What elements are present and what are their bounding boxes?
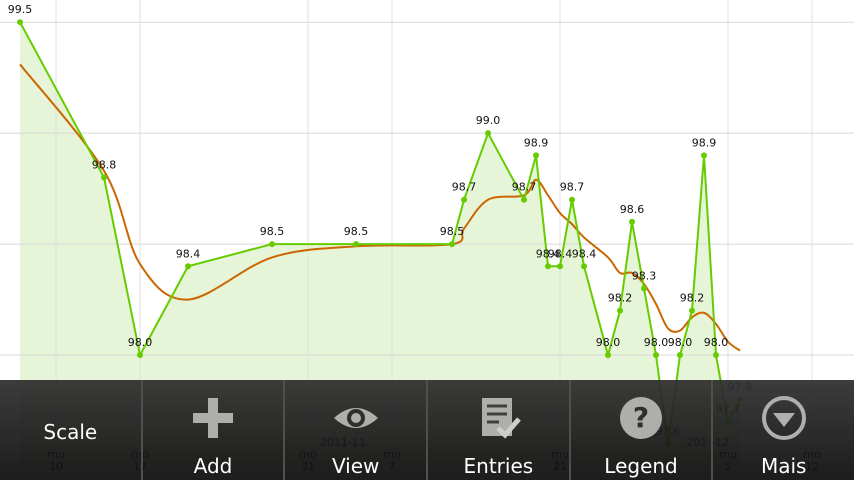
menu-label: Add [193, 454, 233, 478]
value-label: 98.4 [572, 247, 597, 260]
data-point [461, 196, 468, 203]
data-point [581, 263, 588, 270]
menu-label: View [331, 454, 380, 478]
data-point [185, 263, 192, 270]
data-point [617, 307, 624, 314]
data-point [641, 285, 648, 292]
data-point [17, 19, 24, 26]
data-point [545, 263, 552, 270]
value-label: 98.0 [596, 336, 621, 349]
value-label: 98.4 [548, 247, 573, 260]
menu-item[interactable]: ? Legend [568, 380, 712, 480]
value-label: 98.6 [620, 203, 645, 216]
value-label: 98.4 [536, 247, 561, 260]
data-point [449, 241, 456, 248]
menu-item[interactable]: Scale [0, 380, 141, 480]
data-point [101, 174, 108, 181]
menu-label: Entries [463, 454, 534, 478]
value-label: 98.5 [344, 225, 369, 238]
data-point [629, 218, 636, 225]
value-label: 98.0 [704, 336, 729, 349]
menu-label: Scale [43, 420, 98, 444]
data-point [353, 241, 360, 248]
value-label: 98.0 [644, 336, 669, 349]
value-label: 98.7 [512, 181, 537, 194]
add-icon [193, 398, 233, 438]
data-point [137, 352, 144, 359]
data-point [521, 196, 528, 203]
value-label: 98.9 [524, 136, 549, 149]
value-label: 98.0 [668, 336, 693, 349]
data-point [605, 352, 612, 359]
menu-item[interactable]: View [283, 380, 426, 480]
svg-text:?: ? [633, 401, 649, 434]
data-point [701, 152, 708, 159]
value-label: 98.8 [92, 159, 117, 172]
value-label: 98.2 [680, 292, 705, 305]
data-point [569, 196, 576, 203]
trend-line [19, 63, 741, 352]
entries-icon [482, 398, 522, 439]
menu-item[interactable]: Add [140, 380, 284, 480]
value-label: 99.5 [8, 3, 33, 16]
menu-label: Mais [760, 454, 807, 478]
more-icon [761, 396, 806, 440]
value-label: 98.7 [560, 181, 585, 194]
value-label: 98.2 [608, 292, 633, 305]
value-label: 98.9 [692, 136, 717, 149]
data-point [533, 152, 540, 159]
value-label: 98.5 [260, 225, 285, 238]
help-icon: ? [620, 397, 663, 439]
data-point [677, 352, 684, 359]
view-icon [333, 408, 378, 428]
value-label: 98.0 [128, 336, 153, 349]
menu-item[interactable]: Mais [711, 380, 854, 480]
menu-bar: Scale Add View Entries ? Legend Mais [0, 380, 854, 480]
data-point [653, 352, 660, 359]
value-label: 98.5 [440, 225, 465, 238]
value-label: 98.7 [452, 181, 477, 194]
data-point [485, 130, 492, 137]
value-label: 98.3 [632, 269, 657, 282]
value-label: 99.0 [476, 114, 501, 127]
menu-item[interactable]: Entries [426, 380, 569, 480]
data-point [689, 307, 696, 314]
menu-label: Legend [604, 454, 678, 478]
data-point [713, 352, 720, 359]
value-label: 98.4 [176, 247, 201, 260]
data-point [557, 263, 564, 270]
data-point [269, 241, 276, 248]
